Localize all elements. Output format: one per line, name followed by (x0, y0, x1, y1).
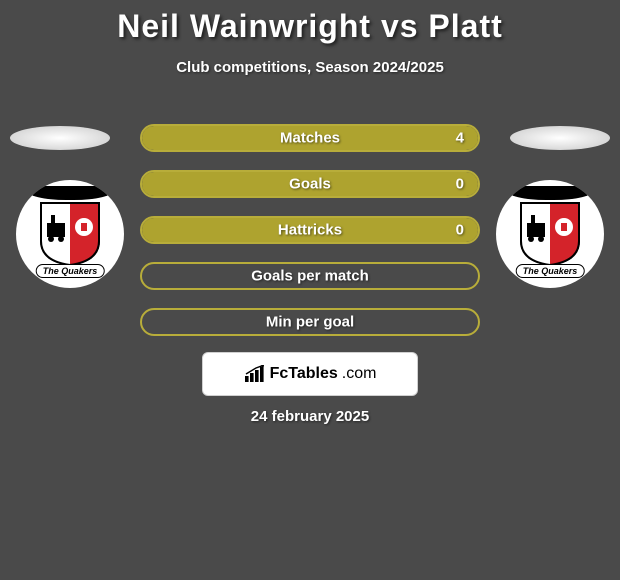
crest-banner-right: The Quakers (516, 264, 585, 278)
fctables-logo: FcTables.com (202, 352, 418, 396)
date-text: 24 february 2025 (0, 408, 620, 425)
stat-bar-label: Goals (142, 176, 478, 193)
logo-text-light: .com (342, 365, 377, 383)
stat-bar: Min per goal (140, 308, 480, 336)
stat-bar-value: 0 (456, 176, 464, 193)
stat-bar-value: 0 (456, 222, 464, 239)
stat-bar: Goals per match (140, 262, 480, 290)
stats-bars: Matches4Goals0Hattricks0Goals per matchM… (140, 124, 480, 354)
stat-bar: Hattricks0 (140, 216, 480, 244)
club-crest-left: The Quakers (16, 180, 124, 288)
stat-bar-label: Hattricks (142, 222, 478, 239)
stat-bar-value: 4 (456, 130, 464, 147)
player-oval-left (10, 126, 110, 150)
subtitle: Club competitions, Season 2024/2025 (0, 59, 620, 76)
player-oval-right (510, 126, 610, 150)
stat-bar-label: Goals per match (142, 268, 478, 285)
crest-banner-left: The Quakers (36, 264, 105, 278)
stat-bar-label: Matches (142, 130, 478, 147)
club-crest-right: The Quakers (496, 180, 604, 288)
stat-bar: Goals0 (140, 170, 480, 198)
stat-bar-label: Min per goal (142, 314, 478, 331)
logo-text-bold: FcTables (270, 365, 338, 383)
shield-icon (39, 201, 101, 267)
stat-bar: Matches4 (140, 124, 480, 152)
page-title: Neil Wainwright vs Platt (0, 0, 620, 45)
shield-icon (519, 201, 581, 267)
chart-icon (244, 365, 266, 383)
